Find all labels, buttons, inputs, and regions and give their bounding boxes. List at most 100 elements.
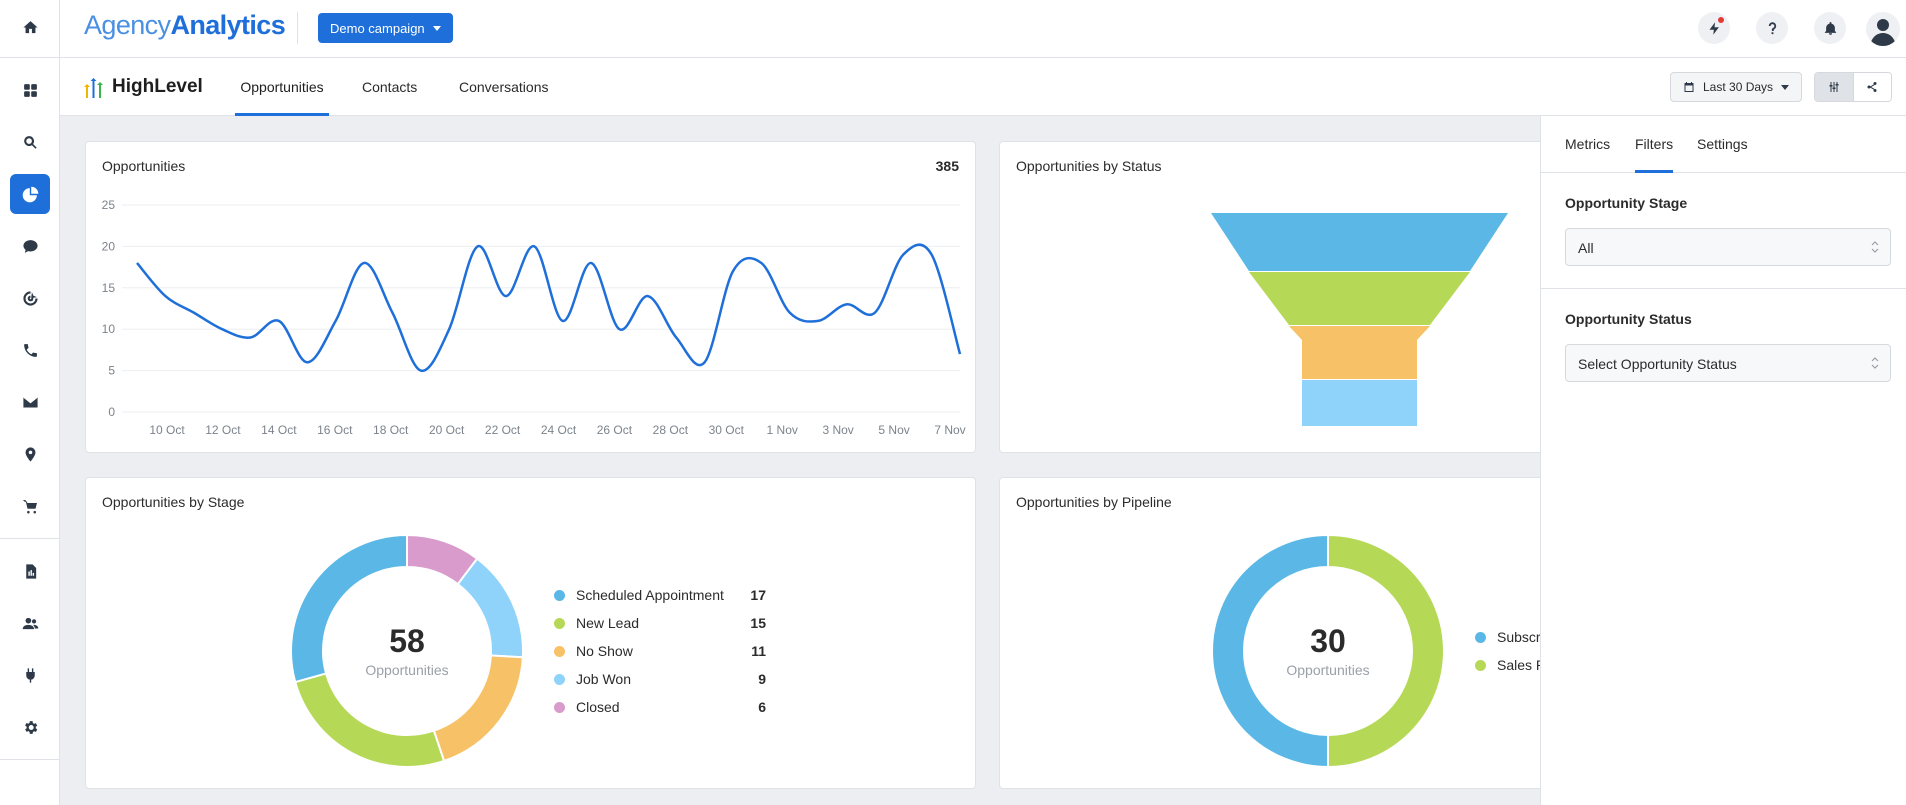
agency-analytics-logo[interactable]: AgencyAnalytics (84, 10, 286, 41)
tab-label: Contacts (362, 79, 418, 95)
tab-filters[interactable]: Filters (1635, 116, 1674, 173)
gear-icon[interactable] (10, 707, 50, 747)
campaign-dropdown[interactable]: Demo campaign (318, 13, 453, 43)
left-nav-rail (0, 0, 60, 805)
opportunities-line-card: Opportunities 385 0 5 10 15 20 25 10 Oct 12 Oct… (85, 141, 976, 453)
card-total-value: 385 (935, 158, 959, 174)
whats-new-icon[interactable] (1698, 12, 1730, 44)
select-value: All (1578, 240, 1594, 256)
x-tick-label: 18 Oct (373, 423, 409, 437)
x-tick-label: 12 Oct (205, 423, 241, 437)
chevron-down-icon (1781, 84, 1790, 90)
y-tick-label: 15 (102, 281, 116, 295)
x-tick-label: 5 Nov (878, 423, 909, 437)
stage-legend: Scheduled Appointment 17 New Lead 15 No Sh… (554, 581, 766, 721)
tab-opportunities[interactable]: Opportunities (235, 58, 329, 116)
legend-dot (1475, 631, 1486, 643)
legend-item[interactable]: Job Won 9 (554, 665, 766, 693)
legend-item[interactable]: No Show 11 (554, 637, 766, 665)
rail-divider (0, 57, 60, 58)
donut-slice[interactable] (293, 672, 446, 768)
tab-contacts[interactable]: Contacts (362, 58, 417, 116)
funnel-stage[interactable] (1211, 213, 1508, 271)
legend-dot (554, 589, 565, 601)
rail-divider (0, 538, 60, 539)
logo-part1: Agency (84, 10, 171, 40)
donut-slice[interactable] (290, 533, 408, 684)
stage-donut-card: Opportunities by Stage 58 Opportunities … (85, 477, 976, 789)
topbar-divider (297, 12, 298, 44)
stage-donut-chart (290, 533, 524, 768)
tab-settings[interactable]: Settings (1697, 116, 1748, 173)
legend-dot (554, 701, 565, 713)
x-tick-label: 22 Oct (485, 423, 521, 437)
select-value: Select Opportunity Status (1578, 356, 1737, 372)
pipeline-donut-chart (1211, 533, 1445, 769)
funnel-stage[interactable] (1289, 326, 1430, 379)
chevron-down-icon (432, 25, 441, 31)
view-toggle-group (1814, 72, 1892, 102)
legend-label: Scheduled Appointment (576, 587, 724, 603)
legend-item[interactable]: Sales P (1475, 651, 1558, 679)
logo-part2: Analytics (170, 10, 286, 40)
series-line[interactable] (136, 243, 962, 372)
opportunity-stage-select[interactable]: All (1565, 228, 1891, 266)
tab-conversations[interactable]: Conversations (459, 58, 549, 116)
notification-dot (1718, 17, 1724, 23)
donut-total: 30 (1310, 623, 1346, 659)
phone-icon[interactable] (10, 330, 50, 370)
integration-name: HighLevel (112, 76, 203, 97)
user-avatar-icon[interactable] (1866, 12, 1900, 46)
cart-icon[interactable] (10, 486, 50, 526)
email-icon[interactable] (10, 382, 50, 422)
bell-icon[interactable] (1814, 12, 1846, 44)
legend-item[interactable]: Scheduled Appointment 17 (554, 581, 766, 609)
donut-total: 58 (389, 623, 425, 659)
legend-item[interactable]: Subscri (1475, 623, 1558, 651)
funnel-stage[interactable] (1249, 272, 1470, 325)
dashboard-grid-icon[interactable] (10, 70, 50, 110)
plug-icon[interactable] (10, 655, 50, 695)
date-range-picker[interactable]: Last 30 Days (1670, 72, 1803, 102)
home-icon[interactable] (10, 7, 50, 47)
tab-metrics[interactable]: Metrics (1565, 116, 1610, 173)
legend-item[interactable]: Closed 6 (554, 693, 766, 721)
location-pin-icon[interactable] (10, 434, 50, 474)
card-title: Opportunities by Pipeline (1016, 494, 1172, 510)
legend-item[interactable]: New Lead 15 (554, 609, 766, 637)
x-tick-label: 20 Oct (429, 423, 465, 437)
chat-icon[interactable] (10, 226, 50, 266)
pipeline-donut-card: Opportunities by Pipeline 30 Opportuniti… (999, 477, 1559, 789)
legend-value: 6 (758, 699, 766, 715)
panel-divider (1541, 288, 1906, 289)
donut-center: 58 Opportunities (347, 623, 467, 678)
integration-brand: HighLevel (84, 76, 203, 98)
share-button[interactable] (1853, 73, 1891, 101)
help-icon[interactable] (1756, 12, 1788, 44)
campaign-label: Demo campaign (330, 20, 425, 36)
x-tick-label: 24 Oct (541, 423, 577, 437)
funnel-chart (1211, 213, 1508, 426)
rail-divider (0, 759, 60, 760)
opportunity-status-select[interactable]: Select Opportunity Status (1565, 344, 1891, 382)
reports-pie-icon[interactable] (10, 174, 50, 214)
filters-toggle-button[interactable] (1815, 73, 1854, 101)
card-title: Opportunities by Status (1016, 158, 1162, 174)
users-icon[interactable] (10, 603, 50, 643)
select-arrows-icon (1871, 241, 1879, 253)
share-icon (1867, 82, 1877, 92)
donut-slice[interactable] (1327, 533, 1445, 769)
funnel-stage[interactable] (1302, 380, 1417, 426)
tab-label: Conversations (459, 79, 549, 95)
legend-label: Subscri (1497, 629, 1544, 645)
date-range-label: Last 30 Days (1703, 80, 1774, 94)
calendar-icon (1684, 82, 1694, 92)
y-tick-label: 0 (108, 405, 115, 419)
seo-target-icon[interactable] (10, 278, 50, 318)
x-tick-label: 28 Oct (653, 423, 689, 437)
legend-dot (554, 673, 565, 685)
donut-slice[interactable] (456, 557, 524, 659)
search-icon[interactable] (10, 122, 50, 162)
document-icon[interactable] (10, 551, 50, 591)
donut-slice[interactable] (1211, 533, 1329, 769)
